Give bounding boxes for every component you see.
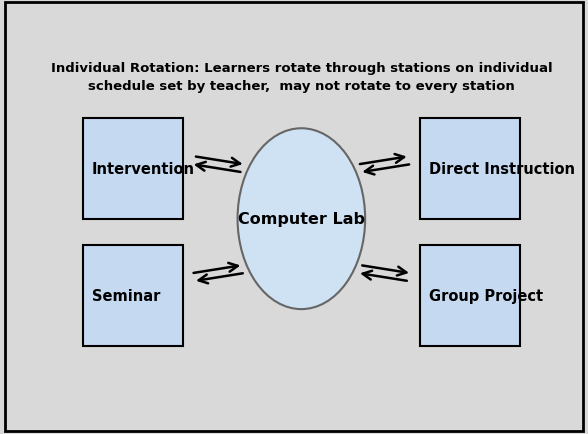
Text: Computer Lab: Computer Lab	[238, 212, 365, 227]
Text: Group Project: Group Project	[429, 289, 543, 303]
Text: Direct Instruction: Direct Instruction	[429, 161, 575, 177]
FancyBboxPatch shape	[82, 246, 183, 346]
FancyBboxPatch shape	[82, 119, 183, 219]
Text: Individual Rotation: Learners rotate through stations on individual
schedule set: Individual Rotation: Learners rotate thr…	[51, 62, 552, 93]
Text: Seminar: Seminar	[92, 289, 160, 303]
FancyBboxPatch shape	[420, 246, 520, 346]
Text: Intervention: Intervention	[92, 161, 195, 177]
Ellipse shape	[238, 129, 365, 309]
FancyBboxPatch shape	[420, 119, 520, 219]
